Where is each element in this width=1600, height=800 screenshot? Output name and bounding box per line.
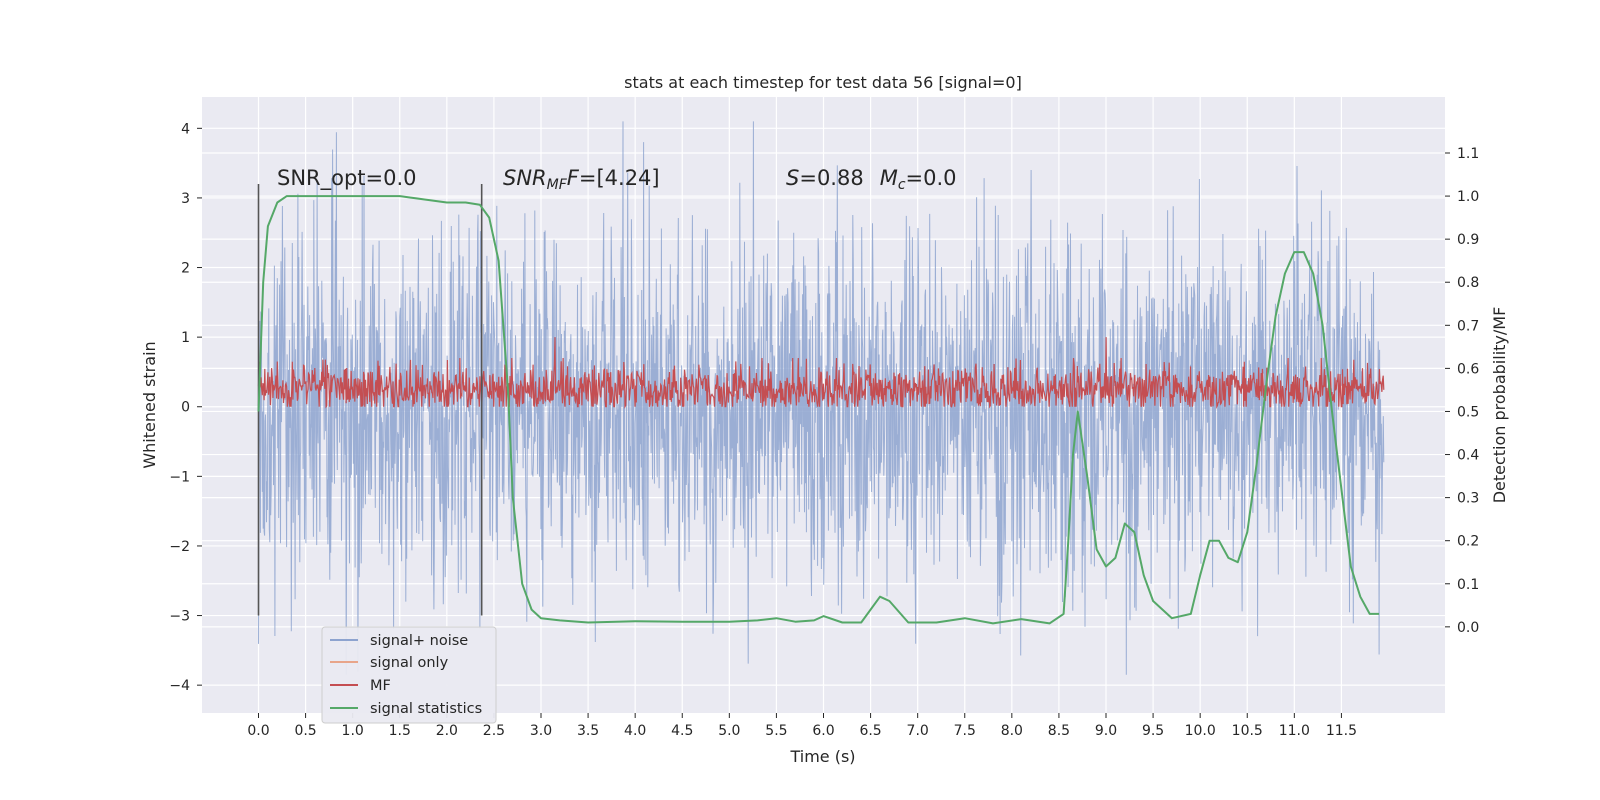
- x-tick-label: 7.0: [907, 723, 929, 739]
- x-tick-label: 7.5: [954, 723, 976, 739]
- y2-tick-label: 1.0: [1457, 189, 1479, 205]
- x-tick-label: 3.0: [530, 723, 552, 739]
- y-tick-label: −2: [169, 539, 190, 555]
- series-mf: [257, 337, 1385, 409]
- y2-tick-label: 0.0: [1457, 620, 1479, 636]
- y2-axis-label: Detection probability/MF: [1490, 307, 1509, 504]
- x-tick-label: 3.5: [577, 723, 599, 739]
- signal-plus-noise-line: [258, 121, 1385, 675]
- y2-tick-label: 0.5: [1457, 404, 1479, 420]
- legend-box: [321, 626, 497, 724]
- legend-label-signal-noise: signal+ noise: [370, 633, 468, 649]
- y-tick-label: −1: [169, 469, 190, 485]
- x-tick-label: 11.5: [1326, 723, 1357, 739]
- legend-label-mf: MF: [370, 678, 391, 694]
- y2-axis-ticks: 1.1 1.0 0.9 0.8 0.7 0.6 0.5 0.4 0.3 0.2 0.1 0.0: [1445, 146, 1479, 636]
- x-tick-label: 1.0: [342, 723, 364, 739]
- x-tick-label: 4.5: [671, 723, 693, 739]
- y2-tick-label: 0.2: [1457, 534, 1479, 550]
- legend-label-signal-statistics: signal statistics: [370, 701, 482, 717]
- y-tick-label: 3: [181, 191, 190, 207]
- x-tick-label: 8.5: [1048, 723, 1070, 739]
- x-tick-label: 9.5: [1142, 723, 1164, 739]
- y-axis-label: Whitened strain: [140, 341, 159, 468]
- signal-statistics-line: [257, 195, 1380, 625]
- x-tick-label: 10.0: [1185, 723, 1216, 739]
- y2-tick-label: 0.9: [1457, 232, 1479, 248]
- series-signal-statistics: [257, 195, 1380, 625]
- annotation-s-mc: S=0.88 Mc=0.0: [786, 166, 957, 193]
- mc-var: M: [880, 166, 898, 190]
- y-axis-ticks: 4 3 2 1 0 −1 −2 −3 −4: [169, 121, 202, 694]
- x-tick-label: 0.0: [247, 723, 269, 739]
- annotation-snr-mf: SNRMFF=[4.24]: [503, 166, 660, 193]
- x-axis-label: Time (s): [789, 747, 855, 766]
- y-tick-label: 1: [181, 330, 190, 346]
- snr-mf-sub: MF: [547, 177, 568, 193]
- x-tick-label: 5.0: [718, 723, 740, 739]
- mc-sub: c: [898, 177, 906, 193]
- y2-tick-label: 0.8: [1457, 275, 1479, 291]
- y-tick-label: −4: [169, 678, 190, 694]
- y2-tick-label: 0.4: [1457, 448, 1479, 464]
- s-value: =0.88: [799, 166, 863, 190]
- y2-tick-label: 0.7: [1457, 318, 1479, 334]
- annotation-snr-opt: SNR_opt=0.0: [277, 166, 417, 191]
- snr-mf-base: SNR: [503, 166, 547, 190]
- x-tick-label: 6.0: [812, 723, 834, 739]
- x-tick-label: 1.5: [389, 723, 411, 739]
- legend-label-signal-only: signal only: [370, 655, 449, 671]
- y-tick-label: 0: [181, 400, 190, 416]
- y2-tick-label: 1.1: [1457, 146, 1479, 162]
- s-var: S: [786, 166, 799, 190]
- y-tick-label: 4: [181, 121, 190, 137]
- y2-tick-label: 0.3: [1457, 491, 1479, 507]
- y2-tick-label: 0.6: [1457, 361, 1479, 377]
- x-tick-label: 6.5: [859, 723, 881, 739]
- mc-value: =0.0: [906, 166, 957, 190]
- x-tick-label: 2.5: [483, 723, 505, 739]
- x-tick-label: 10.5: [1232, 723, 1263, 739]
- snr-mf-value: =[4.24]: [579, 166, 660, 190]
- x-axis-ticks: 0.0 0.5 1.0 1.5 2.0 2.5 3.0 3.5 4.0 4.5 5.0 5.5 6.0 6…: [247, 713, 1357, 739]
- x-tick-label: 4.0: [624, 723, 646, 739]
- x-tick-label: 0.5: [294, 723, 316, 739]
- y-tick-label: −3: [169, 609, 190, 625]
- x-tick-label: 2.0: [436, 723, 458, 739]
- series-signal-plus-noise: [258, 121, 1385, 675]
- snr-mf-f: F: [567, 166, 580, 190]
- y-tick-label: 2: [181, 261, 190, 277]
- x-tick-label: 8.0: [1001, 723, 1023, 739]
- mf-line: [257, 337, 1385, 409]
- x-tick-label: 11.0: [1279, 723, 1310, 739]
- chart-title: stats at each timestep for test data 56 …: [624, 73, 1022, 92]
- y2-tick-label: 0.1: [1457, 577, 1479, 593]
- x-tick-label: 5.5: [765, 723, 787, 739]
- legend: signal+ noise signal only MF signal stat…: [321, 626, 497, 724]
- x-tick-label: 9.0: [1095, 723, 1117, 739]
